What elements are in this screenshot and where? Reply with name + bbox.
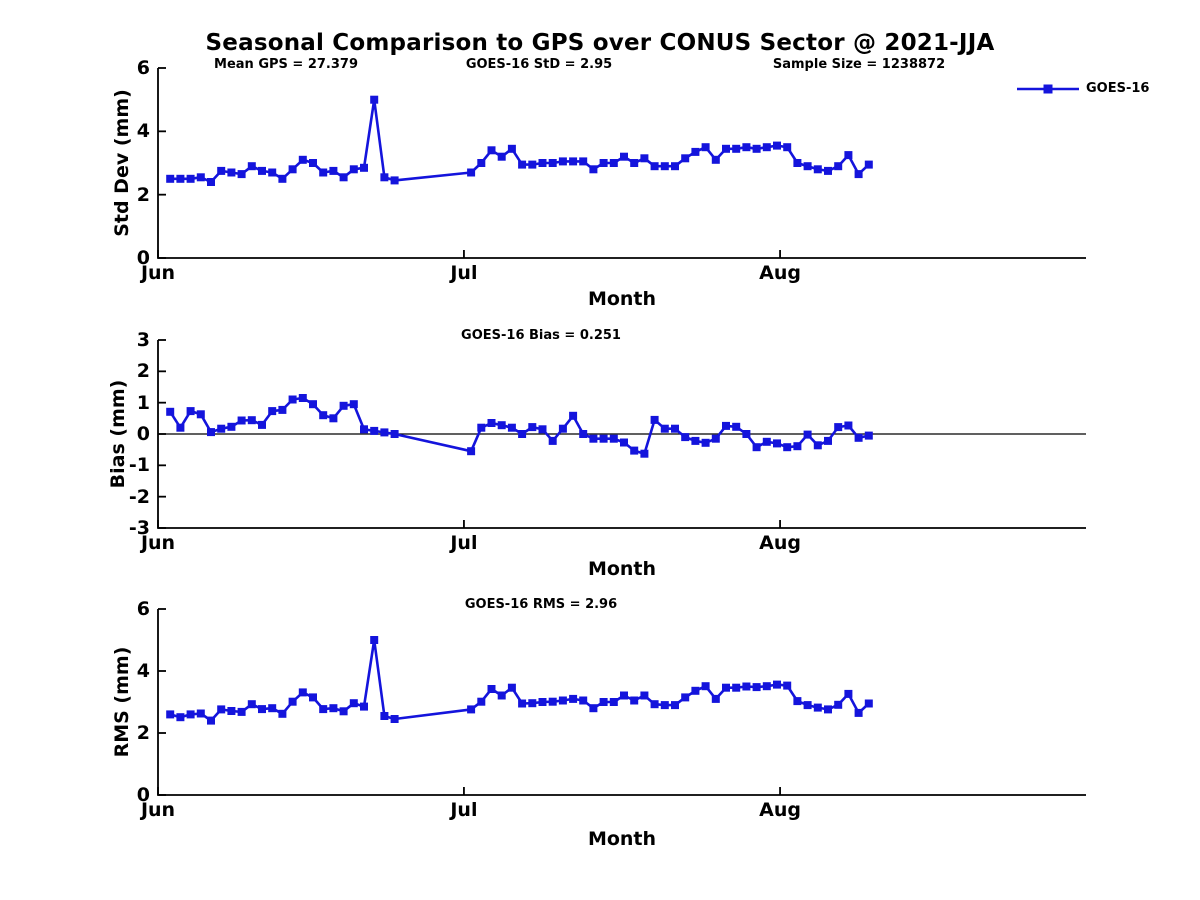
- x-tick-label: Aug: [759, 532, 801, 554]
- legend-label-goes16: GOES-16: [1086, 81, 1150, 96]
- y-tick-label: 4: [136, 120, 150, 143]
- x-axis-title-3: Month: [587, 828, 657, 850]
- series-markers-GOES-16: [166, 636, 873, 725]
- subplot-std_dev: [157, 67, 1086, 259]
- subplot-bias: [157, 339, 1086, 529]
- annotation-rms: GOES-16 RMS = 2.96: [464, 597, 618, 612]
- y-tick-label: 6: [136, 598, 150, 620]
- x-axis-title-1: Month: [587, 288, 657, 310]
- y-tick-label: 0: [136, 423, 150, 445]
- legend-marker-goes16: [1017, 84, 1079, 94]
- x-tick-label: Jul: [450, 799, 478, 821]
- x-tick-label: Jun: [140, 799, 176, 821]
- y-axis-title-stddev: Std Dev (mm): [111, 89, 133, 237]
- x-tick-label: Aug: [759, 799, 801, 821]
- series-markers-GOES-16: [166, 95, 873, 186]
- x-tick-label: Jul: [450, 262, 478, 284]
- y-tick-label: 2: [136, 360, 150, 383]
- annotation-sample-size: Sample Size = 1238872: [772, 57, 946, 72]
- y-tick-label: -3: [128, 517, 150, 539]
- y-tick-label: 1: [136, 391, 150, 414]
- x-axis-title-2: Month: [587, 558, 657, 580]
- chart-title: Seasonal Comparison to GPS over CONUS Se…: [205, 30, 995, 56]
- x-tick-label: Jun: [140, 262, 176, 284]
- annotation-bias: GOES-16 Bias = 0.251: [461, 328, 621, 343]
- y-tick-label: -2: [128, 485, 150, 508]
- annotation-mean-gps: Mean GPS = 27.379: [214, 57, 358, 72]
- x-tick-label: Jun: [140, 532, 176, 554]
- y-tick-label: 2: [136, 722, 150, 744]
- y-tick-label: 0: [136, 247, 150, 269]
- y-tick-label: 6: [136, 57, 150, 79]
- y-tick-label: 3: [136, 329, 150, 351]
- annotation-std: GOES-16 StD = 2.95: [465, 57, 613, 72]
- axis-lines: [157, 609, 1086, 796]
- y-tick-label: -1: [128, 454, 150, 477]
- series-markers-GOES-16: [166, 394, 873, 458]
- subplot-rms: [157, 608, 1086, 796]
- x-tick-label: Jul: [450, 532, 478, 554]
- legend: GOES-16: [1014, 80, 1200, 98]
- y-tick-label: 4: [136, 660, 150, 682]
- y-tick-label: 2: [136, 183, 150, 206]
- x-tick-label: Aug: [759, 262, 801, 284]
- y-tick-label: 0: [136, 784, 150, 806]
- axis-lines: [157, 68, 1086, 259]
